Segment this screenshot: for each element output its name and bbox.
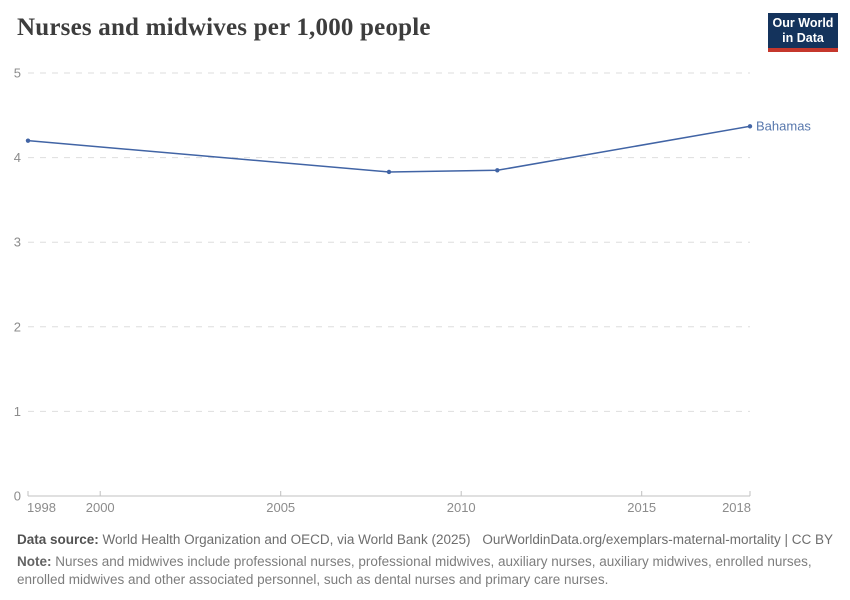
data-source-value: World Health Organization and OECD, via … [102,532,471,547]
note-label: Note: [17,554,52,569]
data-point[interactable] [747,124,753,129]
y-tick-label: 1 [14,404,21,419]
data-source-label: Data source: [17,532,99,547]
x-tick-label: 2015 [627,500,656,515]
x-tick-label: 2005 [266,500,295,515]
data-point[interactable] [495,168,500,173]
x-tick-label: 2018 [722,500,751,515]
x-tick-label: 2000 [86,500,115,515]
note-text: Nurses and midwives include professional… [17,554,812,587]
attribution-link[interactable]: OurWorldinData.org/exemplars-maternal-mo… [482,532,833,547]
footer-note: Note: Nurses and midwives include profes… [17,553,836,589]
line-chart-canvas[interactable]: 0 1 2 3 4 5 1998 2000 2005 2010 2015 2018 Bahamas [0,0,850,528]
data-point[interactable] [386,169,392,175]
y-tick-label: 5 [14,66,21,81]
data-point[interactable] [25,138,31,143]
x-tick-label: 2010 [447,500,476,515]
y-tick-label: 4 [14,150,21,165]
footer-source-row: Data source: World Health Organization a… [17,531,833,549]
owid-logo-line1: Our World [772,16,834,30]
series-label[interactable]: Bahamas [756,118,811,133]
data-source-text: Data source: World Health Organization a… [17,531,470,549]
y-tick-label: 3 [14,235,21,250]
page-title: Nurses and midwives per 1,000 people [17,14,431,41]
y-tick-label: 0 [14,489,21,504]
series-line[interactable] [27,125,751,173]
x-tick-label: 1998 [27,500,56,515]
owid-logo-line2: in Data [782,31,824,45]
y-tick-label: 2 [14,319,21,334]
owid-logo[interactable]: Our World in Data [768,13,838,52]
